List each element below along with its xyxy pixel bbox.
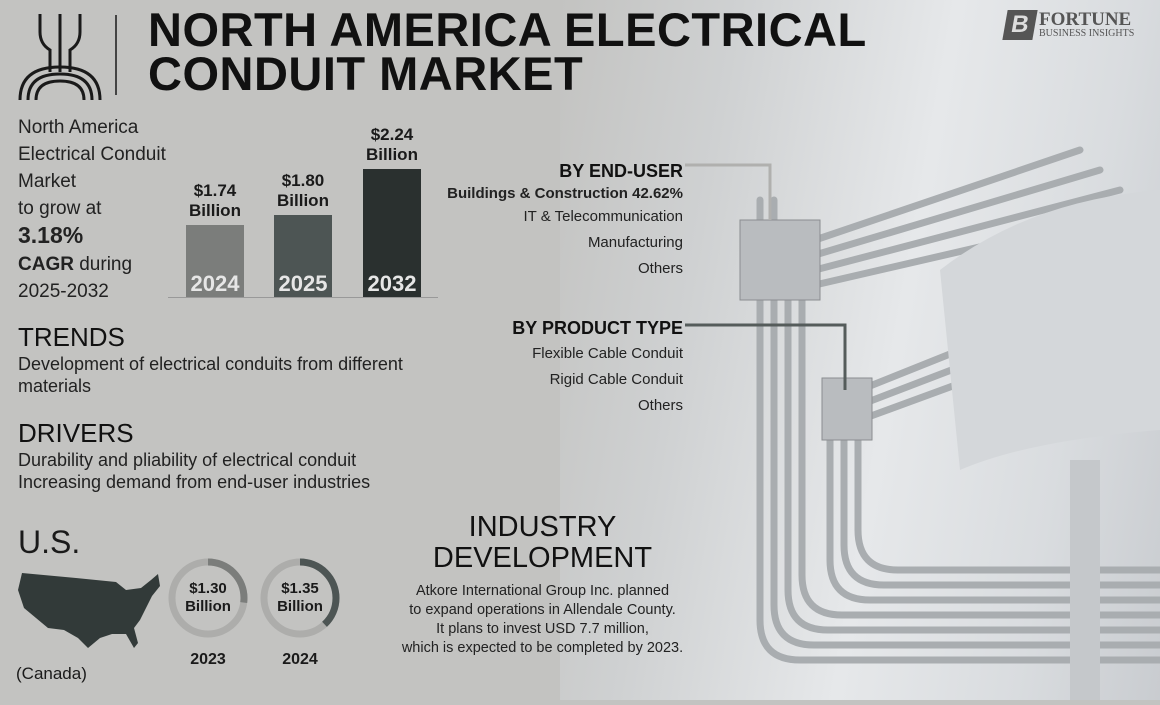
bar-category-label: 2024 <box>190 270 240 296</box>
intro-line: Electrical Conduit <box>18 144 166 165</box>
product-type-heading: BY PRODUCT TYPE <box>512 318 683 338</box>
cagr-value: 3.18% <box>18 222 84 248</box>
during-text: during <box>73 254 133 275</box>
intro-line: North America <box>18 117 139 138</box>
industry-text: Atkore International Group Inc. planned <box>415 583 670 599</box>
industry-heading: INDUSTRY <box>468 511 617 543</box>
product-type-item: Rigid Cable Conduit <box>549 371 683 388</box>
brand-mark-icon: B <box>1002 10 1038 40</box>
bar-category-label: 2032 <box>367 270 417 296</box>
bar-data-label: $1.74 Billion <box>170 181 260 221</box>
product-type-segment: BY PRODUCT TYPE Flexible Cable Conduit R… <box>383 315 683 419</box>
bar-2032: 2032 <box>363 169 421 297</box>
trends-section: TRENDS Development of electrical conduit… <box>18 322 438 397</box>
page-title: NORTH AMERICA ELECTRICAL CONDUIT MARKET <box>148 3 867 100</box>
cagr-label: CAGR <box>18 254 74 275</box>
product-type-item: Flexible Cable Conduit <box>532 345 683 362</box>
end-user-segment: BY END-USER Buildings & Construction 42.… <box>383 158 683 282</box>
industry-text: which is expected to be completed by 202… <box>401 640 684 656</box>
end-user-item: Others <box>637 260 683 277</box>
conduit-photo <box>560 0 1160 700</box>
forecast-period: 2025-2032 <box>18 281 109 302</box>
drivers-section: DRIVERS Durability and pliability of ele… <box>18 418 438 493</box>
product-type-item: Others <box>637 397 683 414</box>
end-user-item: Manufacturing <box>587 234 683 251</box>
donut-year: 2024 <box>282 651 318 668</box>
us-heading: U.S. <box>18 524 81 560</box>
canada-note: (Canada) <box>16 664 87 683</box>
drivers-heading: DRIVERS <box>18 418 134 448</box>
bar-category-label: 2025 <box>278 270 328 296</box>
donut-year: 2023 <box>190 651 226 668</box>
title-line-1: NORTH AMERICA ELECTRICAL <box>148 3 867 56</box>
donut-ring <box>260 558 340 638</box>
bar-value: $2.24 <box>370 125 414 145</box>
conduit-pipes-illustration <box>739 146 1160 700</box>
market-summary: North America Electrical Conduit Market … <box>18 114 166 305</box>
donut-unit: Billion <box>277 598 323 615</box>
brand-name: FORTUNE <box>1039 9 1132 30</box>
bar-value: $1.80 <box>281 171 325 191</box>
trends-heading: TRENDS <box>18 322 125 352</box>
bar-value: $1.74 <box>193 181 237 201</box>
donut-value: $1.30 <box>189 580 227 597</box>
driver-item: Durability and pliability of electrical … <box>18 450 357 470</box>
bar-data-label: $2.24 Billion <box>347 125 437 165</box>
segment-connector-lines <box>685 163 847 390</box>
bar-unit: Billion <box>189 201 241 221</box>
brand-logo: B FORTUNE BUSINESS INSIGHTS <box>1002 9 1135 40</box>
industry-text: to expand operations in Allendale County… <box>409 602 676 618</box>
us-map-icon <box>18 573 160 648</box>
industry-heading: DEVELOPMENT <box>432 542 653 574</box>
bar-2025: 2025 <box>274 215 332 297</box>
bar-data-label: $1.80 Billion <box>258 171 348 211</box>
cable-logo-icon <box>18 14 102 100</box>
bar-2024: 2024 <box>186 225 244 297</box>
intro-line: Market <box>18 171 77 192</box>
title-line-2: CONDUIT MARKET <box>148 47 584 100</box>
industry-development-section: INDUSTRY DEVELOPMENT Atkore Internationa… <box>390 512 695 658</box>
bar-unit: Billion <box>366 145 418 165</box>
header-divider <box>115 15 117 95</box>
end-user-item: Buildings & Construction 42.62% <box>447 185 683 202</box>
bar-unit: Billion <box>277 191 329 211</box>
industry-text: It plans to invest USD 7.7 million, <box>436 621 649 637</box>
end-user-heading: BY END-USER <box>559 161 683 181</box>
brand-tagline: BUSINESS INSIGHTS <box>1039 28 1135 39</box>
trends-text: Development of electrical conduits from … <box>18 354 403 396</box>
donut-unit: Billion <box>185 598 231 615</box>
donut-value: $1.35 <box>281 580 319 597</box>
driver-item: Increasing demand from end-user industri… <box>18 472 371 492</box>
intro-line: to grow at <box>18 198 102 219</box>
us-market-donut: $1.35 Billion 2024 <box>260 558 340 669</box>
end-user-item: IT & Telecommunication <box>523 208 683 225</box>
donut-ring <box>168 558 248 638</box>
us-market-donut: $1.30 Billion 2023 <box>168 558 248 669</box>
chart-baseline <box>168 297 438 298</box>
